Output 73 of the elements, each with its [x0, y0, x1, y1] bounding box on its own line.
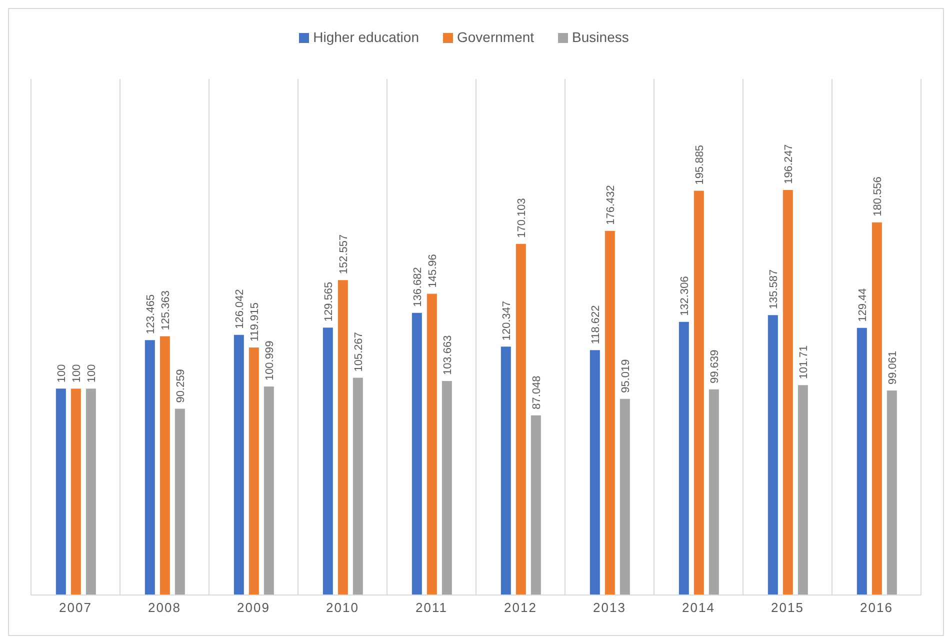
bar	[70, 388, 81, 595]
data-label: 170.103	[516, 198, 528, 238]
data-label: 145.96	[426, 254, 439, 288]
x-tick-label: 2016	[860, 600, 893, 616]
data-label: 119.915	[248, 302, 261, 342]
data-label: 90.259	[174, 369, 187, 403]
data-label: 101.71	[798, 345, 810, 380]
bar	[174, 408, 185, 595]
data-label: 99.061	[886, 350, 899, 385]
bar	[500, 346, 511, 595]
bar	[782, 190, 793, 595]
bar	[352, 378, 363, 595]
data-label: 100	[86, 364, 98, 383]
bar	[56, 388, 66, 595]
data-label: 100	[70, 364, 83, 383]
data-label: 103.663	[442, 335, 454, 376]
data-label: 126.042	[234, 289, 246, 329]
bar	[604, 230, 615, 595]
data-label: 120.347	[500, 300, 513, 341]
bar	[442, 381, 452, 595]
bar	[694, 190, 704, 595]
data-label: 136.682	[412, 267, 424, 307]
bar	[590, 350, 600, 595]
bar	[412, 312, 422, 595]
x-tick-label: 2010	[326, 600, 359, 616]
x-tick-label: 2008	[148, 600, 181, 616]
bar	[264, 386, 274, 595]
bar	[426, 294, 437, 595]
data-label: 129.44	[856, 288, 869, 322]
data-label: 118.622	[590, 305, 602, 344]
data-label: 176.432	[604, 185, 617, 225]
data-label: 196.247	[782, 144, 795, 184]
data-label: 129.565	[322, 282, 335, 322]
x-tick-label: 2011	[416, 600, 448, 616]
data-label: 87.048	[530, 376, 543, 410]
x-tick-label: 2009	[237, 600, 270, 616]
legend-label: Higher education	[313, 29, 419, 45]
bar	[708, 389, 719, 595]
bar	[144, 340, 155, 595]
bar	[798, 385, 808, 595]
x-tick-label: 2007	[59, 600, 92, 616]
bar	[86, 388, 96, 595]
data-label: 95.019	[620, 359, 632, 393]
bar	[530, 415, 541, 595]
data-label: 100	[56, 364, 68, 383]
legend-label: Government	[457, 29, 534, 45]
bar	[620, 398, 630, 595]
bar	[678, 322, 689, 595]
bar	[872, 222, 882, 595]
legend-label: Business	[572, 29, 629, 45]
x-tick-label: 2013	[593, 600, 626, 616]
bar	[886, 390, 897, 595]
bar	[160, 336, 170, 595]
bar	[248, 347, 259, 595]
bar	[338, 280, 348, 595]
x-tick-label: 2012	[504, 600, 537, 616]
data-label: 100.999	[264, 340, 276, 381]
data-label: 123.465	[144, 294, 157, 334]
x-tick-label: 2015	[771, 600, 804, 616]
data-label: 132.306	[678, 276, 691, 316]
data-label: 180.556	[872, 176, 884, 216]
bar	[234, 334, 244, 595]
data-label: 99.639	[708, 350, 721, 384]
data-label: 105.267	[352, 332, 365, 372]
data-label: 195.885	[694, 144, 706, 185]
x-tick-label: 2014	[682, 600, 715, 616]
bar	[856, 328, 867, 595]
bar	[768, 315, 778, 595]
bar	[322, 328, 333, 595]
data-label: 125.363	[160, 290, 172, 330]
data-label: 135.587	[768, 269, 780, 310]
bar	[516, 244, 526, 595]
data-label: 152.557	[338, 234, 350, 274]
